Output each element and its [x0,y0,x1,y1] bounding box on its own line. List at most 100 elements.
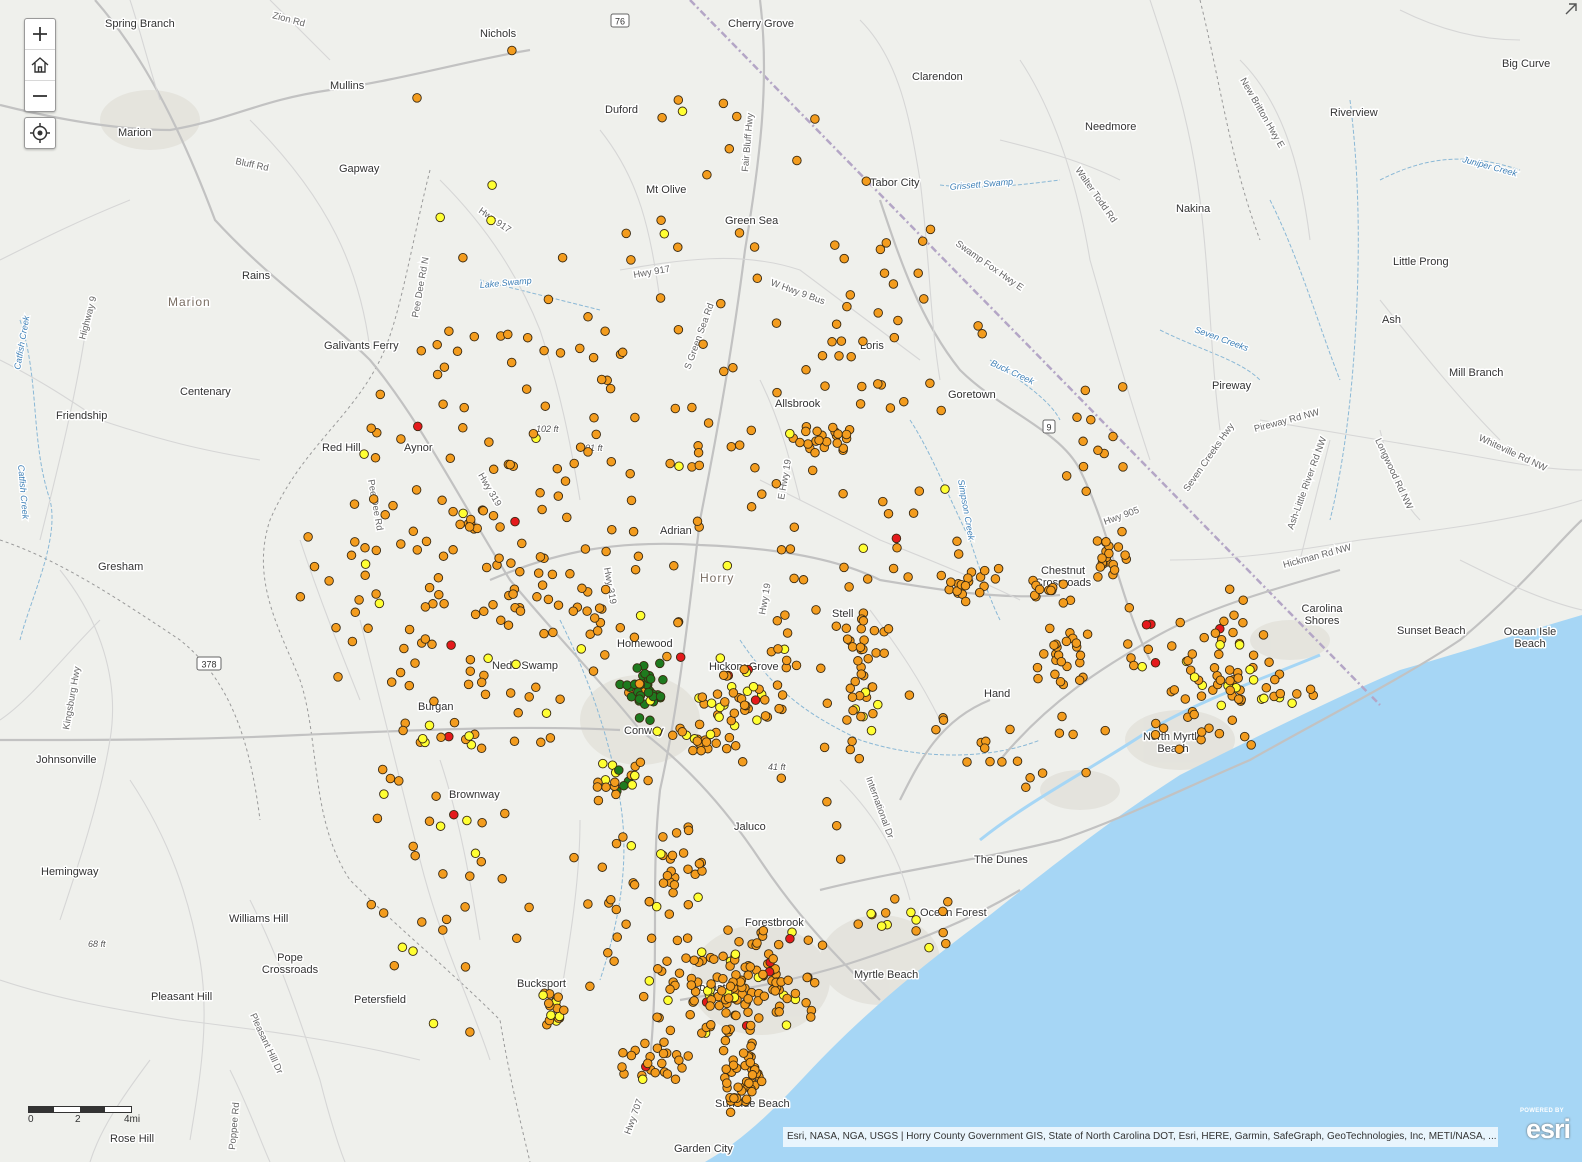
orange-point-marker[interactable] [850,676,860,687]
orange-point-marker[interactable] [1229,610,1239,620]
yellow-point-marker[interactable] [470,848,481,859]
orange-point-marker[interactable] [686,980,697,990]
green-point-marker[interactable] [645,715,655,726]
orange-point-marker[interactable] [638,991,649,1002]
orange-point-marker[interactable] [728,688,739,698]
orange-point-marker[interactable] [665,984,675,995]
orange-point-marker[interactable] [847,692,858,702]
orange-point-marker[interactable] [553,491,564,501]
red-point-marker[interactable] [446,640,456,650]
orange-point-marker[interactable] [650,1067,660,1078]
orange-point-marker[interactable] [690,986,701,997]
orange-point-marker[interactable] [726,441,737,452]
orange-point-marker[interactable] [758,969,768,980]
orange-point-marker[interactable] [723,925,733,935]
orange-point-marker[interactable] [543,998,554,1009]
orange-point-marker[interactable] [737,757,748,767]
orange-point-marker[interactable] [537,504,547,515]
red-point-marker[interactable] [444,731,454,742]
orange-point-marker[interactable] [1143,644,1154,655]
orange-point-marker[interactable] [683,864,693,874]
orange-point-marker[interactable] [505,459,515,470]
orange-point-marker[interactable] [630,564,641,575]
orange-point-marker[interactable] [893,315,903,326]
orange-point-marker[interactable] [436,732,446,743]
orange-point-marker[interactable] [1180,694,1191,704]
yellow-point-marker[interactable] [858,543,869,554]
orange-point-marker[interactable] [883,508,894,519]
orange-point-marker[interactable] [655,293,666,303]
orange-point-marker[interactable] [744,1078,754,1088]
yellow-point-marker[interactable] [424,720,435,731]
orange-point-marker[interactable] [432,339,442,350]
orange-point-marker[interactable] [1196,691,1207,701]
orange-point-marker[interactable] [795,437,805,448]
orange-point-marker[interactable] [388,500,398,511]
yellow-point-marker[interactable] [911,915,921,925]
yellow-point-marker[interactable] [785,428,795,439]
orange-point-marker[interactable] [371,545,382,556]
yellow-point-marker[interactable] [598,758,608,769]
orange-point-marker[interactable] [979,565,990,576]
orange-point-marker[interactable] [685,1009,695,1020]
orange-point-marker[interactable] [773,939,784,950]
orange-point-marker[interactable] [1117,382,1128,392]
orange-point-marker[interactable] [521,384,532,394]
yellow-point-marker[interactable] [538,990,548,1000]
orange-point-marker[interactable] [522,332,533,343]
orange-point-marker[interactable] [658,832,668,842]
orange-point-marker[interactable] [792,155,802,166]
orange-point-marker[interactable] [580,544,591,554]
orange-point-marker[interactable] [692,516,703,527]
orange-point-marker[interactable] [1049,640,1059,650]
orange-point-marker[interactable] [888,279,899,289]
orange-point-marker[interactable] [1081,486,1091,497]
orange-point-marker[interactable] [721,1064,731,1074]
orange-point-marker[interactable] [688,745,698,756]
yellow-point-marker[interactable] [360,559,371,569]
orange-point-marker[interactable] [960,580,971,591]
orange-point-marker[interactable] [626,1050,637,1061]
orange-point-marker[interactable] [1239,731,1250,742]
orange-point-marker[interactable] [515,566,525,577]
orange-point-marker[interactable] [540,401,551,411]
orange-point-marker[interactable] [879,648,889,658]
orange-point-marker[interactable] [807,465,818,476]
orange-point-marker[interactable] [749,242,760,252]
orange-point-marker[interactable] [1093,445,1103,456]
orange-point-marker[interactable] [771,478,782,489]
orange-point-marker[interactable] [434,589,444,600]
orange-point-marker[interactable] [738,1048,749,1058]
orange-point-marker[interactable] [734,440,745,450]
orange-point-marker[interactable] [458,252,468,263]
yellow-point-marker[interactable] [781,1020,792,1030]
yellow-point-marker[interactable] [1216,700,1227,711]
orange-point-marker[interactable] [841,429,852,440]
orange-point-marker[interactable] [1032,662,1043,673]
orange-point-marker[interactable] [1092,536,1103,546]
orange-point-marker[interactable] [568,606,579,616]
orange-point-marker[interactable] [842,301,852,312]
orange-point-marker[interactable] [1095,562,1106,572]
orange-point-marker[interactable] [465,654,476,665]
zoom-out-button[interactable] [25,81,55,111]
yellow-point-marker[interactable] [706,698,717,708]
orange-point-marker[interactable] [439,598,449,609]
orange-point-marker[interactable] [1061,636,1072,647]
orange-point-marker[interactable] [1214,728,1225,739]
orange-point-marker[interactable] [791,660,802,671]
orange-point-marker[interactable] [460,962,471,972]
orange-point-marker[interactable] [848,705,858,716]
orange-point-marker[interactable] [919,294,929,304]
orange-point-marker[interactable] [789,522,800,532]
orange-point-marker[interactable] [600,584,611,595]
orange-point-marker[interactable] [565,569,575,579]
orange-point-marker[interactable] [448,506,458,517]
locate-button[interactable] [24,117,56,149]
orange-point-marker[interactable] [535,488,545,498]
orange-point-marker[interactable] [601,546,611,557]
orange-point-marker[interactable] [427,639,437,650]
yellow-point-marker[interactable] [715,653,726,663]
orange-point-marker[interactable] [754,1013,764,1023]
